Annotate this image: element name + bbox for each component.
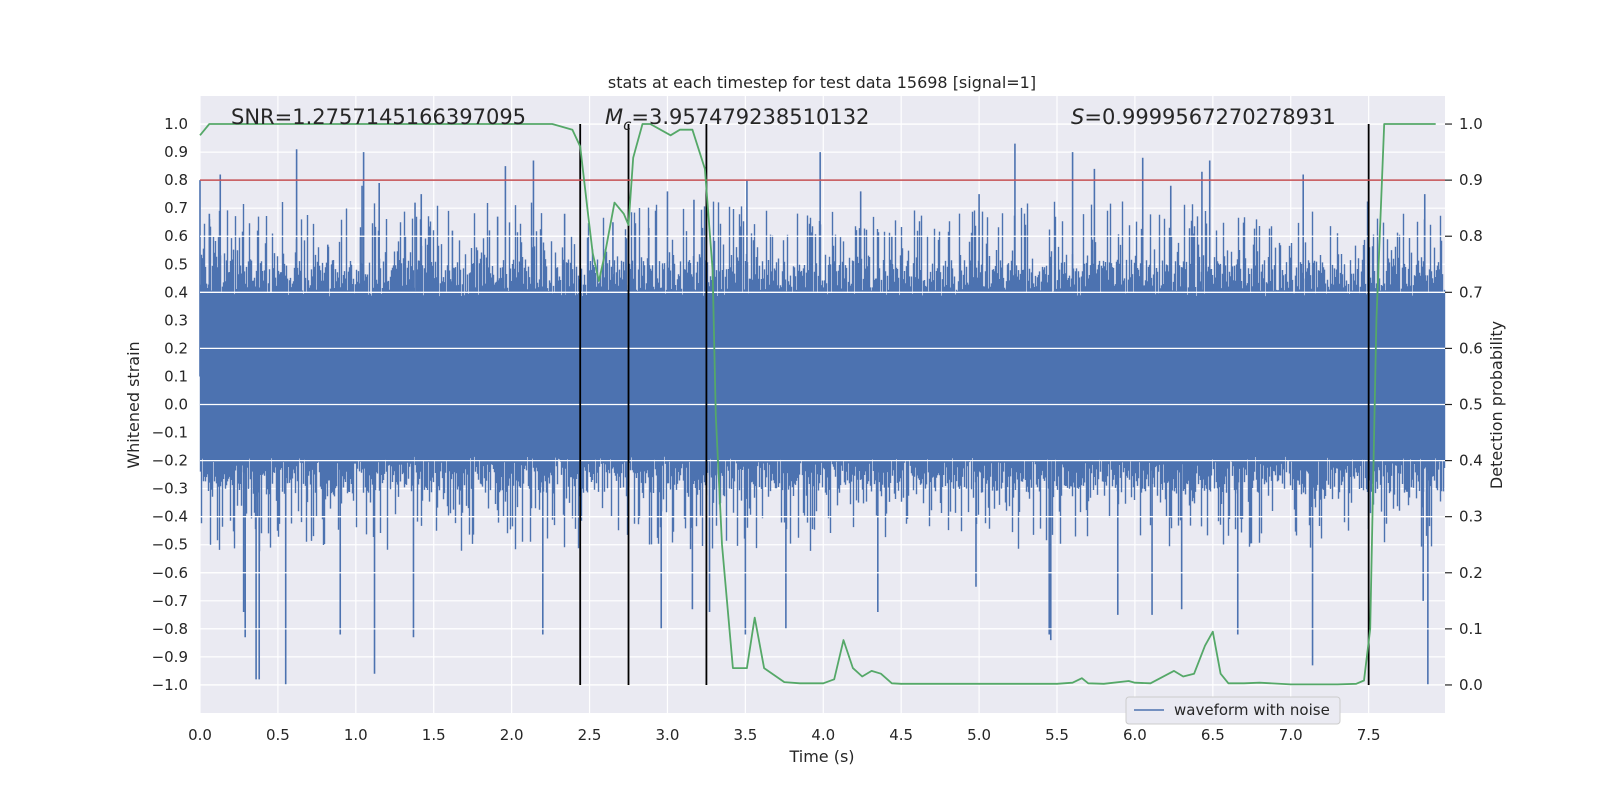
y2-tick-label: 0.5 (1459, 396, 1483, 414)
y2-tick-label: 0.6 (1459, 339, 1483, 357)
y-axis-label: Whitened strain (124, 341, 143, 468)
y2-tick-label: 0.8 (1459, 227, 1483, 245)
y2-tick-label: 0.1 (1459, 620, 1483, 638)
y-tick-label: 0.8 (164, 171, 188, 189)
y-tick-label: 0.4 (164, 283, 188, 301)
x-tick-label: 1.5 (422, 726, 446, 744)
y-tick-label: 0.6 (164, 227, 188, 245)
y-tick-label: −0.2 (152, 452, 188, 470)
legend-box (1125, 696, 1341, 725)
y2-tick-label: 1.0 (1459, 115, 1483, 133)
x-tick-label: 3.0 (656, 726, 680, 744)
chirp-mass-annotation: Mc=3.957479238510132 (605, 105, 869, 134)
x-tick-label: 0.5 (266, 726, 290, 744)
y-tick-label: −0.5 (152, 536, 188, 554)
legend: waveform with noise (1125, 696, 1341, 725)
y-tick-label: −0.3 (152, 480, 188, 498)
x-tick-label: 5.0 (967, 726, 991, 744)
x-tick-label: 1.0 (344, 726, 368, 744)
y2-axis-label: Detection probability (1487, 321, 1506, 489)
score-annotation: S=0.9999567270278931 (1071, 105, 1336, 129)
y-tick-label: 1.0 (164, 115, 188, 133)
y-tick-label: 0.7 (164, 199, 188, 217)
x-axis-ticks: 0.0 0.5 1.0 1.5 2.0 2.5 3.0 3.5 4.0 4.5 5.0 5.5 6.0 6… (188, 726, 1381, 744)
x-axis-label: Time (s) (788, 747, 854, 766)
y2-tick-label: 0.7 (1459, 283, 1483, 301)
x-tick-label: 5.5 (1045, 726, 1069, 744)
y-tick-label: 0.1 (164, 367, 188, 385)
right-axis-ticks: 1.0 0.9 0.8 0.7 0.6 0.5 0.4 0.3 0.2 0.1 0.0 (1445, 115, 1483, 694)
y-tick-label: 0.5 (164, 255, 188, 273)
x-tick-label: 2.0 (500, 726, 524, 744)
x-tick-label: 7.0 (1279, 726, 1303, 744)
left-axis-ticks: 1.0 0.9 0.8 0.7 0.6 0.5 0.4 0.3 0.2 0.1 0.0 −0.1 −0.… (152, 115, 188, 694)
y2-tick-label: 0.2 (1459, 564, 1483, 582)
chart-title: stats at each timestep for test data 156… (608, 73, 1036, 92)
x-tick-label: 0.0 (188, 726, 212, 744)
probability-line (199, 123, 1436, 686)
y2-tick-label: 0.9 (1459, 171, 1483, 189)
x-tick-label: 7.5 (1357, 726, 1381, 744)
y-tick-label: 0.9 (164, 143, 188, 161)
y-tick-label: −0.9 (152, 648, 188, 666)
y-tick-label: 0.2 (164, 339, 188, 357)
snr-annotation: SNR=1.2757145166397095 (231, 105, 526, 129)
y-tick-label: −1.0 (152, 676, 188, 694)
y2-tick-label: 0.3 (1459, 508, 1483, 526)
score-symbol: S (1071, 105, 1084, 129)
y-tick-label: −0.8 (152, 620, 188, 638)
y-tick-label: −0.7 (152, 592, 188, 610)
probability-series (199, 123, 1436, 686)
x-tick-label: 3.5 (733, 726, 757, 744)
x-tick-label: 4.5 (889, 726, 913, 744)
x-tick-label: 6.5 (1201, 726, 1225, 744)
x-tick-label: 6.0 (1123, 726, 1147, 744)
y-tick-label: −0.1 (152, 424, 188, 442)
y-tick-label: −0.6 (152, 564, 188, 582)
chirp-mass-symbol: M (605, 105, 623, 129)
legend-label: waveform with noise (1174, 701, 1330, 719)
y2-tick-label: 0.0 (1459, 676, 1483, 694)
noise-series (199, 143, 1446, 685)
y-tick-label: −0.4 (152, 508, 188, 526)
score-value: =0.9999567270278931 (1084, 105, 1335, 129)
x-tick-label: 4.0 (811, 726, 835, 744)
y-tick-label: 0.3 (164, 311, 188, 329)
y-tick-label: 0.0 (164, 396, 188, 414)
chirp-mass-subscript: c (623, 116, 632, 134)
y2-tick-label: 0.4 (1459, 452, 1483, 470)
chirp-mass-value: =3.957479238510132 (631, 105, 869, 129)
x-tick-label: 2.5 (578, 726, 602, 744)
